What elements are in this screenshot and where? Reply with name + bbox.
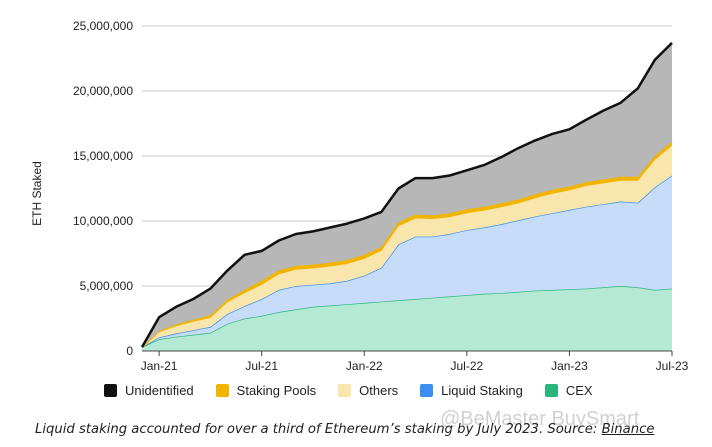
legend-label-liquid-staking: Liquid Staking	[441, 383, 523, 398]
legend-item-cex: CEX	[544, 383, 593, 398]
area-unidentified	[142, 42, 672, 348]
legend-label-cex: CEX	[565, 383, 593, 398]
legend-swatch-liquid-staking	[420, 384, 434, 397]
line-unidentified	[140, 42, 673, 348]
stacked-area-chart: 0 5,000,000 10,000,000 15,000,000 20,000,000…	[30, 19, 689, 373]
y-tick-label: 20,000,000	[73, 84, 133, 98]
line-others	[141, 145, 673, 348]
figure-caption: Liquid staking accounted for over a thir…	[35, 422, 654, 437]
y-tick-label: 10,000,000	[73, 214, 133, 228]
watermark: @BeMaster BuySmart	[440, 408, 640, 430]
caption-text: Liquid staking accounted for over a thir…	[35, 422, 602, 437]
legend-label-staking-pools: Staking Pools	[236, 383, 317, 398]
legend-swatch-unidentified	[104, 384, 117, 397]
legend-item-others: Others	[338, 383, 398, 398]
legend-item-liquid-staking: Liquid Staking	[420, 383, 523, 398]
legend-swatch-cex	[544, 384, 558, 397]
area-others	[142, 145, 672, 348]
x-tick-label: Jul-21	[245, 359, 278, 373]
series-areas	[140, 42, 673, 352]
caption-source-link[interactable]: Binance	[601, 422, 655, 437]
x-tick-label: Jan-21	[141, 359, 178, 373]
x-axis-ticks: Jan-21 Jul-21 Jan-22 Jul-22 Jan-23 Jul-23	[141, 351, 689, 373]
legend-label-unidentified: Unidentified	[125, 383, 194, 398]
x-tick-label: Jan-23	[551, 359, 588, 373]
legend-item-unidentified: Unidentified	[104, 383, 194, 398]
x-tick-label: Jul-22	[450, 359, 483, 373]
area-liquid-staking	[142, 175, 672, 348]
legend-label-others: Others	[359, 383, 399, 398]
y-tick-label: 25,000,000	[73, 19, 133, 33]
legend-swatch-others	[338, 384, 352, 397]
y-axis-ticks: 0 5,000,000 10,000,000 15,000,000 20,000,000…	[73, 19, 133, 358]
area-cex	[142, 286, 672, 351]
y-tick-label: 15,000,000	[73, 149, 133, 163]
legend-item-staking-pools: Staking Pools	[215, 383, 317, 398]
y-tick-label: 5,000,000	[80, 279, 134, 293]
x-tick-label: Jul-23	[656, 359, 689, 373]
x-tick-label: Jan-22	[346, 359, 383, 373]
legend: Unidentified Staking Pools Others Liquid…	[104, 383, 615, 398]
y-axis-label: ETH Staked	[30, 161, 44, 226]
legend-swatch-staking-pools	[215, 384, 229, 397]
y-tick-label: 0	[126, 344, 133, 358]
